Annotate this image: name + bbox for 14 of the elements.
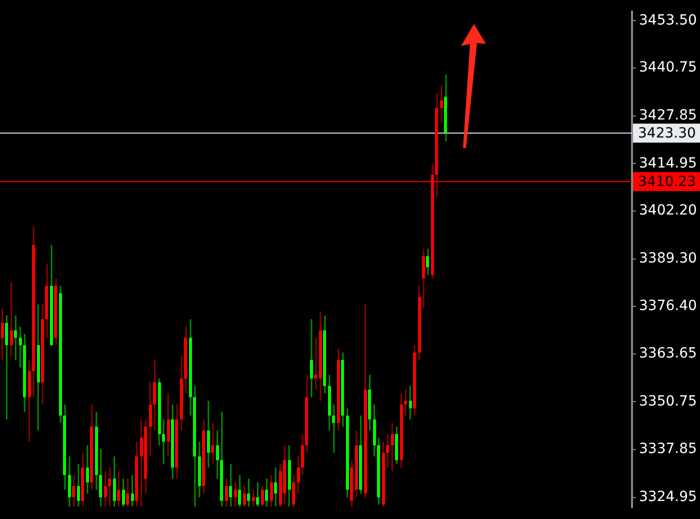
ref-line-label: 3423.30 [638,125,696,142]
y-tick-label: 3453.50 [639,12,697,28]
y-tick-label: 3389.30 [639,250,697,266]
y-tick-label: 3427.85 [639,107,697,124]
y-tick-label: 3440.75 [639,60,697,76]
candlestick [314,338,317,390]
y-tick-label: 3376.40 [639,298,697,314]
y-tick-label: 3363.65 [639,346,697,362]
ref-line-label: 3410.23 [638,174,696,190]
y-tick-label: 3350.75 [639,393,697,410]
y-tick-label: 3402.20 [639,202,697,219]
y-tick-label: 3337.85 [639,441,697,458]
y-tick-label: 3324.95 [639,489,697,506]
y-tick-label: 3414.95 [639,155,697,172]
